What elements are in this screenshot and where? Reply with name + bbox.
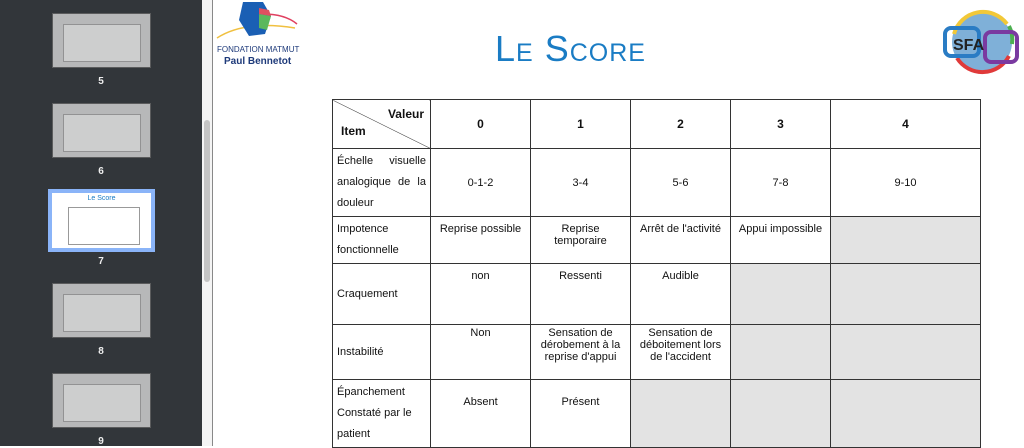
corner-top-label: Valeur [387, 107, 424, 121]
value-cell: Présent [530, 379, 631, 448]
item-cell: Épanchement Constaté par le patient [332, 379, 431, 448]
empty-cell [630, 379, 731, 448]
scrollbar-thumb[interactable] [204, 120, 210, 282]
thumbnail-preview [63, 294, 141, 332]
corner-cell: Valeur Item [332, 99, 431, 149]
slide-thumbnail-9[interactable] [52, 373, 151, 428]
value-cell: Audible [630, 263, 731, 325]
slide-thumbnail-8[interactable] [52, 283, 151, 338]
logo-line2: Paul Bennetot [224, 56, 292, 67]
item-cell: Impotence fonctionnelle [332, 216, 431, 264]
value-cell: Arrêt de l'activité [630, 216, 731, 264]
thumbnail-table [68, 207, 140, 245]
empty-cell [730, 324, 831, 380]
empty-cell [730, 379, 831, 448]
slide-thumbnail-7[interactable]: Le Score [48, 189, 155, 252]
header-cell: 0 [430, 99, 531, 149]
thumbnail-preview [63, 384, 141, 422]
thumbnail-sidebar: 5 6 Le Score 7 8 9 [0, 0, 202, 447]
score-table: Valeur Item 0 1 2 3 4 Échelle visuelle a… [332, 99, 981, 448]
logo-line1: FONDATION MATMUT [217, 45, 300, 54]
slide-number: 9 [98, 436, 104, 447]
empty-cell [830, 263, 981, 325]
logo-emblem-icon [216, 2, 298, 39]
value-cell: Sensation de déboitement lors de l'accid… [630, 324, 731, 380]
sfa-text: SFA [953, 37, 985, 54]
header-cell: 1 [530, 99, 631, 149]
table-header-row: Valeur Item 0 1 2 3 4 [332, 99, 981, 149]
item-cell: Instabilité [332, 324, 431, 380]
sfa-logo: SFA [943, 9, 1019, 75]
value-cell: Sensation de dérobement à la reprise d'a… [530, 324, 631, 380]
empty-cell [830, 216, 981, 264]
slide-thumbnail-6[interactable] [52, 103, 151, 158]
table-row: Échelle visuelle analogique de la douleu… [332, 148, 981, 217]
item-cell: Échelle visuelle analogique de la douleu… [332, 148, 431, 217]
empty-cell [830, 379, 981, 448]
slide-number: 6 [98, 166, 104, 177]
table-row: Instabilité Non Sensation de dérobement … [332, 324, 981, 380]
table-row: Craquement non Ressenti Audible [332, 263, 981, 325]
value-cell: 0-1-2 [430, 148, 531, 217]
value-cell: non [430, 263, 531, 325]
slide-thumbnail-5[interactable] [52, 13, 151, 68]
table-row: Épanchement Constaté par le patient Abse… [332, 379, 981, 448]
corner-bottom-label: Item [341, 124, 366, 138]
header-cell: 3 [730, 99, 831, 149]
value-cell: 5-6 [630, 148, 731, 217]
value-cell: Non [430, 324, 531, 380]
slide-number: 5 [98, 76, 104, 87]
header-cell: 2 [630, 99, 731, 149]
item-cell: Craquement [332, 263, 431, 325]
header-cell: 4 [830, 99, 981, 149]
value-cell: Ressenti [530, 263, 631, 325]
value-cell: Appui impossible [730, 216, 831, 264]
slide-title: Le Score [495, 28, 646, 69]
value-cell: Absent [430, 379, 531, 448]
thumbnail-preview [63, 24, 141, 62]
slide-number: 8 [98, 346, 104, 357]
empty-cell [830, 324, 981, 380]
value-cell: 9-10 [830, 148, 981, 217]
table-row: Impotence fonctionnelle Reprise possible… [332, 216, 981, 264]
slide-canvas: FONDATION MATMUT Paul Bennetot Le Score … [215, 0, 1024, 448]
value-cell: Reprise temporaire [530, 216, 631, 264]
slide-number: 7 [98, 256, 104, 267]
thumbnail-title: Le Score [87, 195, 116, 202]
value-cell: 3-4 [530, 148, 631, 217]
empty-cell [730, 263, 831, 325]
value-cell: Reprise possible [430, 216, 531, 264]
thumbnail-preview [63, 114, 141, 152]
value-cell: 7-8 [730, 148, 831, 217]
fondation-matmut-logo: FONDATION MATMUT Paul Bennetot [215, 0, 300, 75]
